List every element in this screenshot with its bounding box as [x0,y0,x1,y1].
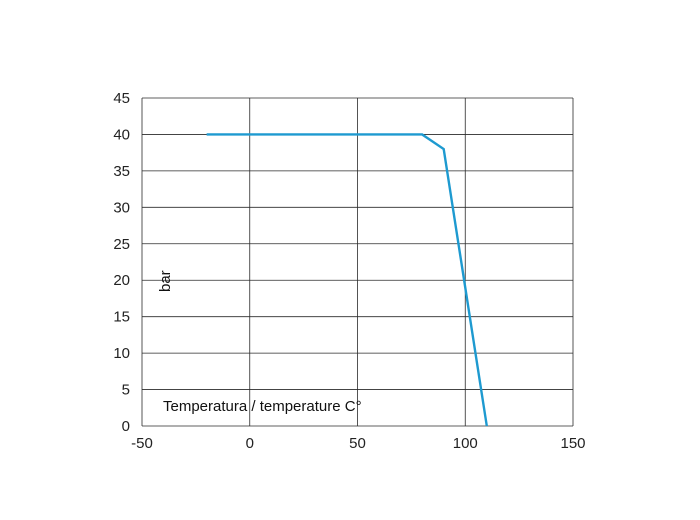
y-tick-label: 0 [122,418,130,435]
x-tick-label: 100 [453,435,478,452]
y-tick-label: 40 [113,126,130,143]
y-tick-label: 30 [113,199,130,216]
x-tick-label: 0 [246,435,254,452]
y-tick-label: 5 [122,382,130,399]
x-tick-label: 150 [560,435,585,452]
y-tick-label: 20 [113,272,130,289]
y-tick-label: 10 [113,345,130,362]
x-tick-label: -50 [131,435,153,452]
x-axis-label: Temperatura / temperature C° [163,398,362,415]
series-group [206,133,488,427]
y-axis-label: bar [157,270,174,292]
x-axis-ticks: -50 0 50 100 150 [131,435,585,452]
grid [141,97,574,427]
y-tick-label: 15 [113,309,130,326]
y-tick-label: 25 [113,236,130,253]
series-line [206,133,488,427]
y-tick-label: 35 [113,163,130,180]
x-tick-label: 50 [349,435,366,452]
y-tick-label: 45 [113,90,130,107]
y-axis-ticks: 0 5 10 15 20 25 30 35 40 45 [113,90,130,435]
